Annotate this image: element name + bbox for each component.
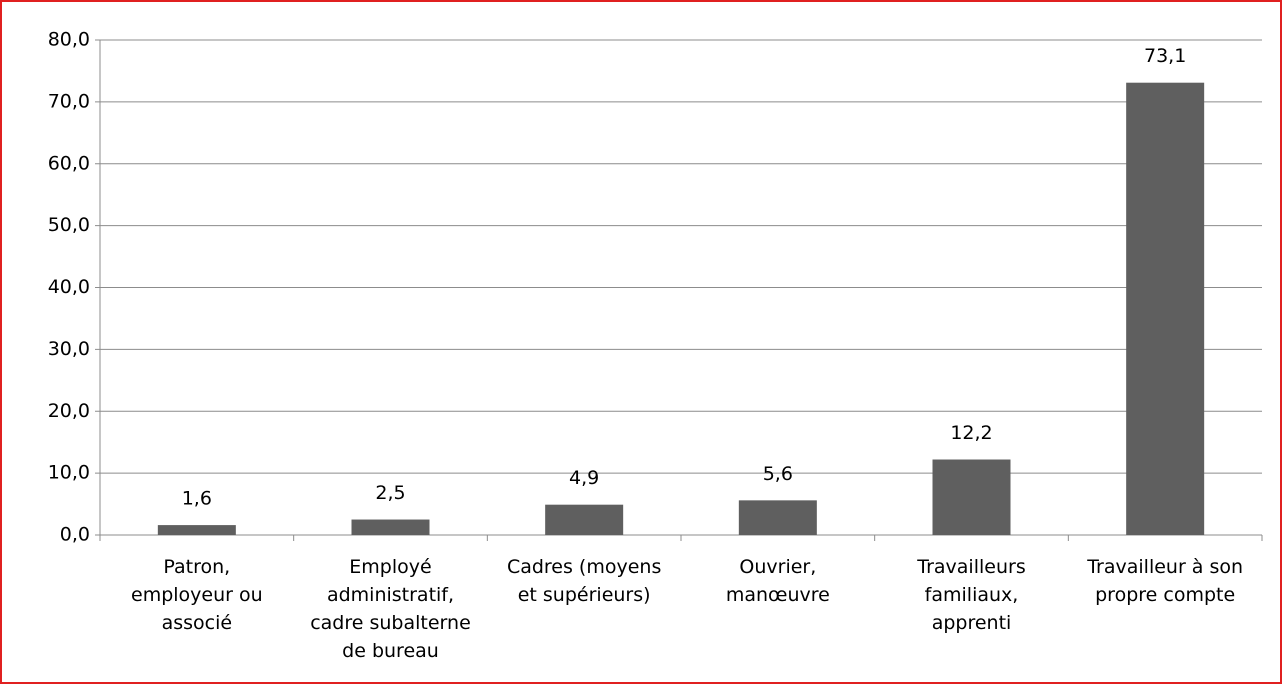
value-label: 2,5 bbox=[375, 482, 405, 504]
y-tick-label: 80,0 bbox=[48, 29, 90, 51]
bar bbox=[545, 504, 624, 535]
x-tick-label: Employé administratif, cadre subalterne … bbox=[310, 556, 471, 662]
value-label: 5,6 bbox=[763, 463, 793, 485]
value-label: 73,1 bbox=[1144, 45, 1186, 67]
y-tick-label: 70,0 bbox=[48, 90, 90, 112]
y-tick-label: 0,0 bbox=[60, 524, 90, 546]
y-tick-label: 30,0 bbox=[48, 338, 90, 360]
y-tick-label: 20,0 bbox=[48, 400, 90, 422]
bar bbox=[1126, 82, 1205, 535]
bar bbox=[351, 519, 430, 535]
y-tick-label: 50,0 bbox=[48, 214, 90, 236]
bar bbox=[157, 525, 236, 535]
x-tick-label: Cadres (moyens et supérieurs) bbox=[506, 556, 662, 606]
y-tick-label: 40,0 bbox=[48, 276, 90, 298]
x-tick-label: Travailleurs familiaux, apprenti bbox=[917, 556, 1026, 634]
x-tick-label: Ouvrier, manœuvre bbox=[725, 556, 830, 606]
value-label: 4,9 bbox=[569, 467, 599, 489]
y-tick-label: 10,0 bbox=[48, 462, 90, 484]
value-label: 12,2 bbox=[950, 422, 992, 444]
bar bbox=[932, 459, 1011, 535]
value-label: 1,6 bbox=[182, 488, 212, 510]
y-tick-label: 60,0 bbox=[48, 152, 90, 174]
x-tick-label: Patron, employeur ou associé bbox=[131, 556, 263, 634]
x-tick-label: Travailleur à son propre compte bbox=[1087, 556, 1244, 606]
bar bbox=[738, 500, 817, 535]
